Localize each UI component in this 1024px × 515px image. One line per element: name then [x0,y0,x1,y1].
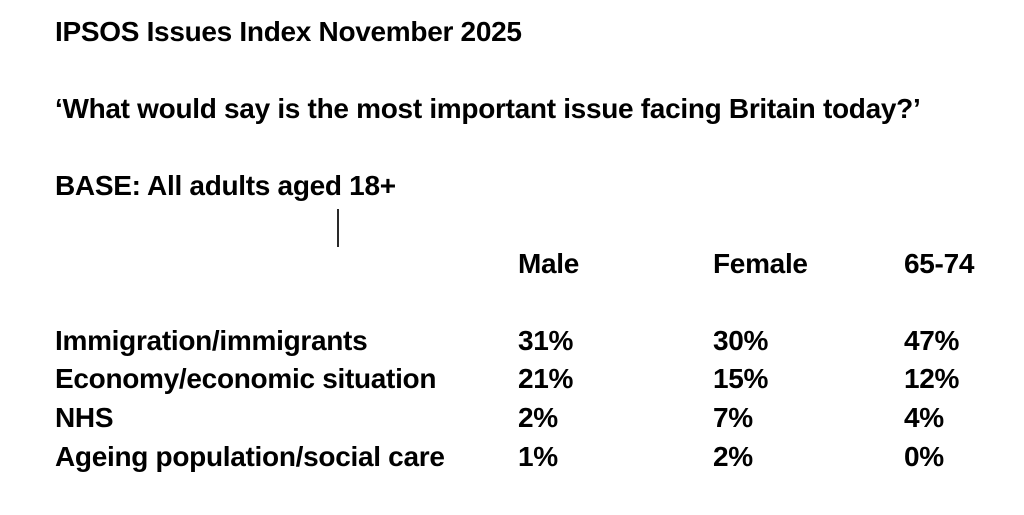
blank-line [55,129,1004,168]
cell-female: 7% [713,401,753,433]
document-body: IPSOS Issues Index November 2025 ‘What w… [55,13,1004,476]
table-row: Ageing population/social care 1% 2% 0% [55,438,1004,477]
cell-65-74: 12% [904,363,960,395]
cell-male: 2% [518,401,558,433]
cell-male: 21% [518,363,574,395]
cell-male: 31% [518,324,574,356]
cell-65-74: 0% [904,440,944,472]
cell-female: 30% [713,324,769,356]
table-row: Immigration/immigrants 31% 30% 47% [55,322,1004,361]
text-cursor [337,209,339,247]
row-label: Immigration/immigrants [55,324,368,356]
table-row: Economy/economic situation 21% 15% 12% [55,360,1004,399]
cell-female: 2% [713,440,753,472]
row-label: Economy/economic situation [55,363,437,395]
table-header-row: Male Female 65-74 [55,245,1004,284]
question-text: ‘What would say is the most important is… [55,93,921,125]
row-label: NHS [55,401,114,433]
table-row: NHS 2% 7% 4% [55,399,1004,438]
cell-female: 15% [713,363,769,395]
base-text: BASE: All adults aged 18+ [55,170,396,202]
column-header-female: Female [713,247,808,279]
cell-65-74: 47% [904,324,960,356]
cell-65-74: 4% [904,401,944,433]
column-header-spacer [55,245,518,284]
blank-line [55,52,1004,91]
blank-line [55,206,1004,245]
blank-line [55,283,1004,322]
page-title: IPSOS Issues Index November 2025 [55,16,522,47]
row-label: Ageing population/social care [55,440,445,472]
cell-male: 1% [518,440,558,472]
column-header-65-74: 65-74 [904,247,975,279]
column-header-male: Male [518,247,580,279]
